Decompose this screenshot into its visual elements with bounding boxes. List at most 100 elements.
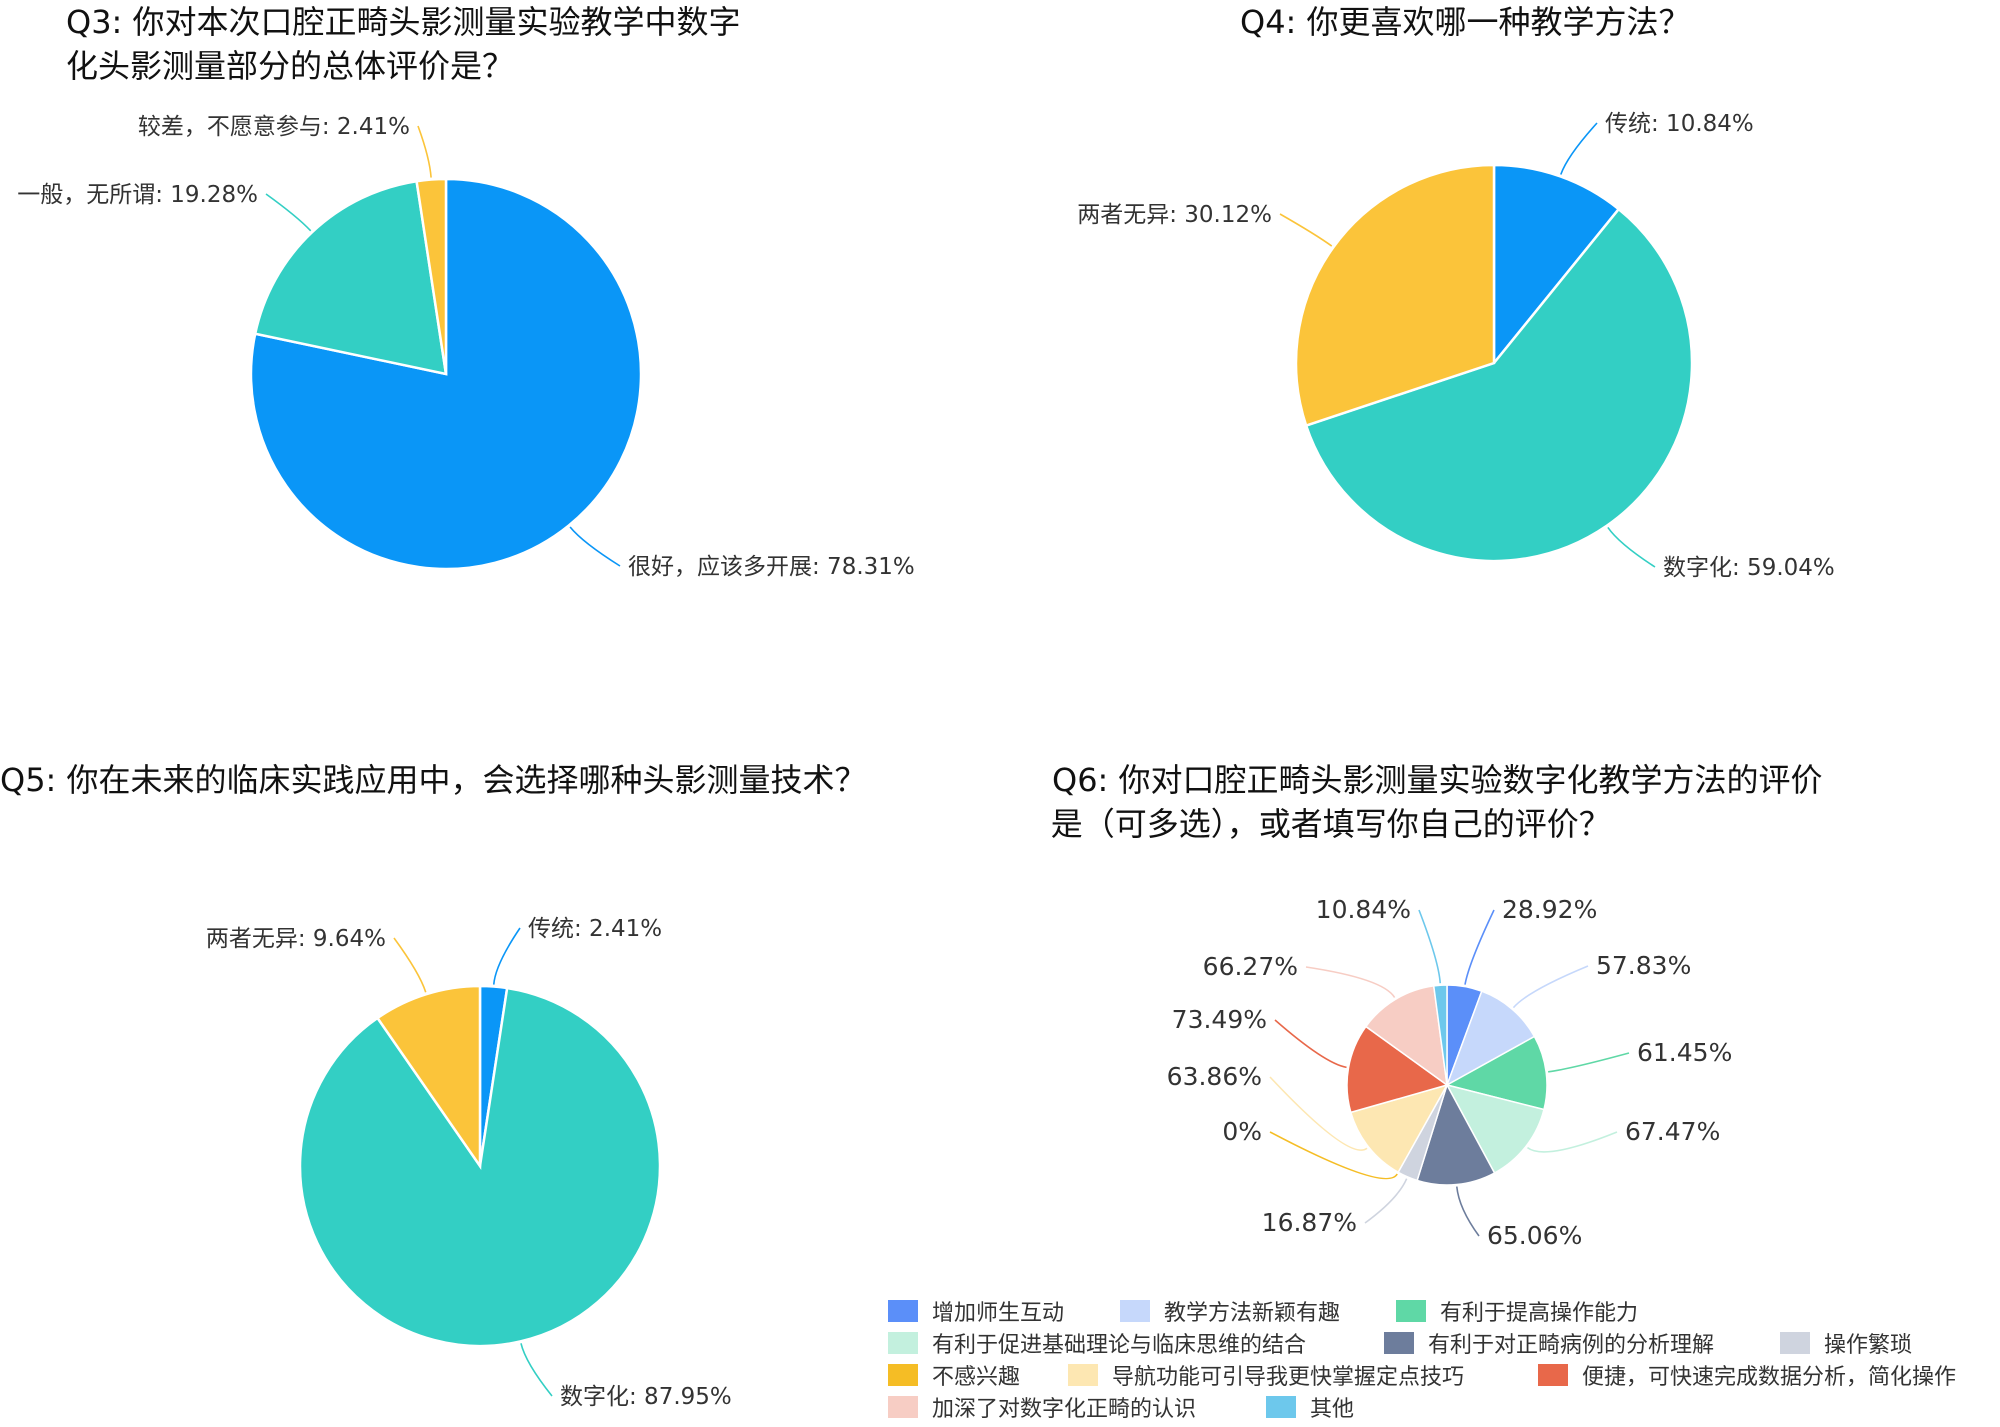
legend-item[interactable]: 加深了对数字化正畸的认识 [888, 1392, 1196, 1422]
legend-swatch [1538, 1364, 1568, 1386]
data-label: 很好，应该多开展: 78.31% [628, 554, 915, 580]
pie-slice [1432, 984, 1448, 1086]
leader-line [393, 937, 427, 993]
legend-swatch [1384, 1332, 1414, 1354]
q3-title-line-1: Q3: 你对本次口腔正畸头影测量实验教学中数字 [66, 3, 741, 41]
q4-title: Q4: 你更喜欢哪一种教学方法？ [1240, 0, 1691, 44]
legend-item[interactable]: 有利于促进基础理论与临床思维的结合 [888, 1328, 1306, 1358]
data-label: 65.06% [1487, 1221, 1582, 1250]
data-label: 一般，无所谓: 19.28% [17, 182, 258, 208]
leader-line [1512, 965, 1589, 1009]
leader-line [417, 125, 432, 178]
data-label: 61.45% [1637, 1038, 1732, 1067]
pie-slice [1492, 163, 1621, 367]
data-label: 63.86% [1167, 1062, 1262, 1091]
legend-label: 导航功能可引导我更快掌握定点技巧 [1112, 1365, 1465, 1390]
pie-chart-q5: 传统: 2.41% 数字化: 87.95% 两者无异: 9.64% [206, 916, 732, 1410]
legend-swatch [888, 1332, 918, 1354]
leader-line [1455, 1186, 1480, 1237]
pie-slice [1445, 990, 1536, 1087]
legend-item[interactable]: 教学方法新颖有趣 [1120, 1296, 1340, 1326]
legend-item[interactable]: 其他 [1266, 1392, 1354, 1422]
pie-chart-q6: 28.92% 57.83% 61.45% 67.47% 65.06% 16.87% 0% 63… [1167, 895, 1733, 1250]
legend-item[interactable]: 导航功能可引导我更快掌握定点技巧 [1068, 1360, 1464, 1390]
leader-line [1364, 1178, 1408, 1224]
q6-title-line-1: Q6: 你对口腔正畸头影测量实验数字化教学方法的评价 [1052, 761, 1823, 799]
leader-line [1548, 1052, 1630, 1073]
leader-line [1526, 1131, 1618, 1153]
legend-item[interactable]: 操作繁琐 [1780, 1328, 1912, 1358]
pie-chart-q3: 很好，应该多开展: 78.31% 一般，无所谓: 19.28% 较差，不愿意参与: … [17, 114, 915, 580]
q5-title: Q5: 你在未来的临床实践应用中，会选择哪种头影测量技术？ [0, 758, 867, 802]
pie-slice [1445, 1083, 1545, 1175]
leader-line [1269, 1131, 1398, 1180]
data-label: 67.47% [1625, 1117, 1720, 1146]
pie-slice [1346, 1025, 1449, 1114]
pie-slice [1349, 1083, 1449, 1174]
legend-swatch [1120, 1300, 1150, 1322]
legend-label: 不感兴趣 [932, 1365, 1021, 1390]
legend-swatch [888, 1300, 918, 1322]
legend-swatch [1266, 1396, 1296, 1418]
data-label: 数字化: 59.04% [1663, 555, 1835, 581]
legend-label: 加深了对数字化正畸的认识 [932, 1397, 1197, 1422]
pie-chart-q4: 传统: 10.84% 数字化: 59.04% 两者无异: 30.12% [1077, 111, 1835, 581]
leader-line [520, 1343, 553, 1397]
leader-line [1274, 1019, 1347, 1069]
pie-slice [253, 179, 448, 376]
data-label: 57.83% [1596, 951, 1691, 980]
legend-item[interactable]: 不感兴趣 [888, 1360, 1020, 1390]
data-label: 10.84% [1316, 895, 1411, 924]
data-label: 两者无异: 30.12% [1077, 202, 1272, 228]
q3-title-line-2: 化头影测量部分的总体评价是？ [66, 47, 515, 85]
legend-swatch [1396, 1300, 1426, 1322]
q4-title-line-1: Q4: 你更喜欢哪一种教学方法？ [1240, 3, 1691, 41]
legend-item[interactable]: 有利于对正畸病例的分析理解 [1384, 1328, 1714, 1358]
data-label: 0% [1222, 1117, 1262, 1146]
legend-label: 有利于提高操作能力 [1440, 1301, 1639, 1326]
pie-slice [1364, 985, 1448, 1087]
data-label: 两者无异: 9.64% [206, 926, 386, 952]
q5-title-line-1: Q5: 你在未来的临床实践应用中，会选择哪种头影测量技术？ [0, 761, 867, 799]
leader-line [1464, 909, 1495, 985]
legend-item[interactable]: 有利于提高操作能力 [1396, 1296, 1638, 1326]
data-label: 数字化: 87.95% [560, 1384, 732, 1410]
legend-item[interactable]: 便捷，可快速完成数据分析，简化操作 [1538, 1360, 1956, 1390]
pie-slice [1294, 163, 1496, 428]
legend-label: 便捷，可快速完成数据分析，简化操作 [1582, 1365, 1957, 1390]
leader-line [1269, 1076, 1368, 1151]
leader-line [1607, 526, 1656, 568]
legend-swatch [1780, 1332, 1810, 1354]
q3-title: Q3: 你对本次口腔正畸头影测量实验教学中数字 化头影测量部分的总体评价是？ [66, 0, 741, 88]
data-label: 较差，不愿意参与: 2.41% [138, 114, 410, 140]
leader-line [1418, 909, 1442, 984]
leader-line [1305, 966, 1396, 998]
leader-line [1560, 122, 1598, 175]
pie-slice [1416, 1083, 1496, 1186]
legend-swatch [888, 1364, 918, 1386]
legend-label: 有利于对正畸病例的分析理解 [1428, 1333, 1715, 1358]
data-label: 传统: 10.84% [1605, 111, 1754, 137]
legend-label: 操作繁琐 [1824, 1333, 1913, 1358]
pie-slice [1304, 207, 1694, 563]
data-label: 66.27% [1203, 952, 1298, 981]
q6-title: Q6: 你对口腔正畸头影测量实验数字化教学方法的评价 是（可多选），或者填写你自… [1050, 758, 1823, 846]
data-label: 传统: 2.41% [528, 916, 662, 942]
data-label: 73.49% [1172, 1005, 1267, 1034]
q6-title-line-2: 是（可多选），或者填写你自己的评价？ [1050, 805, 1611, 843]
legend-swatch [888, 1396, 918, 1418]
leader-line [265, 193, 312, 232]
legend-label: 有利于促进基础理论与临床思维的结合 [932, 1333, 1307, 1358]
legend-item[interactable]: 增加师生互动 [888, 1296, 1064, 1326]
legend-swatch [1068, 1364, 1098, 1386]
data-label: 28.92% [1502, 895, 1597, 924]
leader-line [569, 526, 621, 567]
leader-line [1279, 213, 1333, 247]
legend-label: 教学方法新颖有趣 [1164, 1301, 1341, 1326]
pie-slice [375, 984, 482, 1171]
legend-label: 其他 [1310, 1397, 1355, 1422]
legend-label: 增加师生互动 [932, 1301, 1065, 1326]
leader-line [492, 927, 521, 985]
pie-slice [415, 177, 448, 375]
